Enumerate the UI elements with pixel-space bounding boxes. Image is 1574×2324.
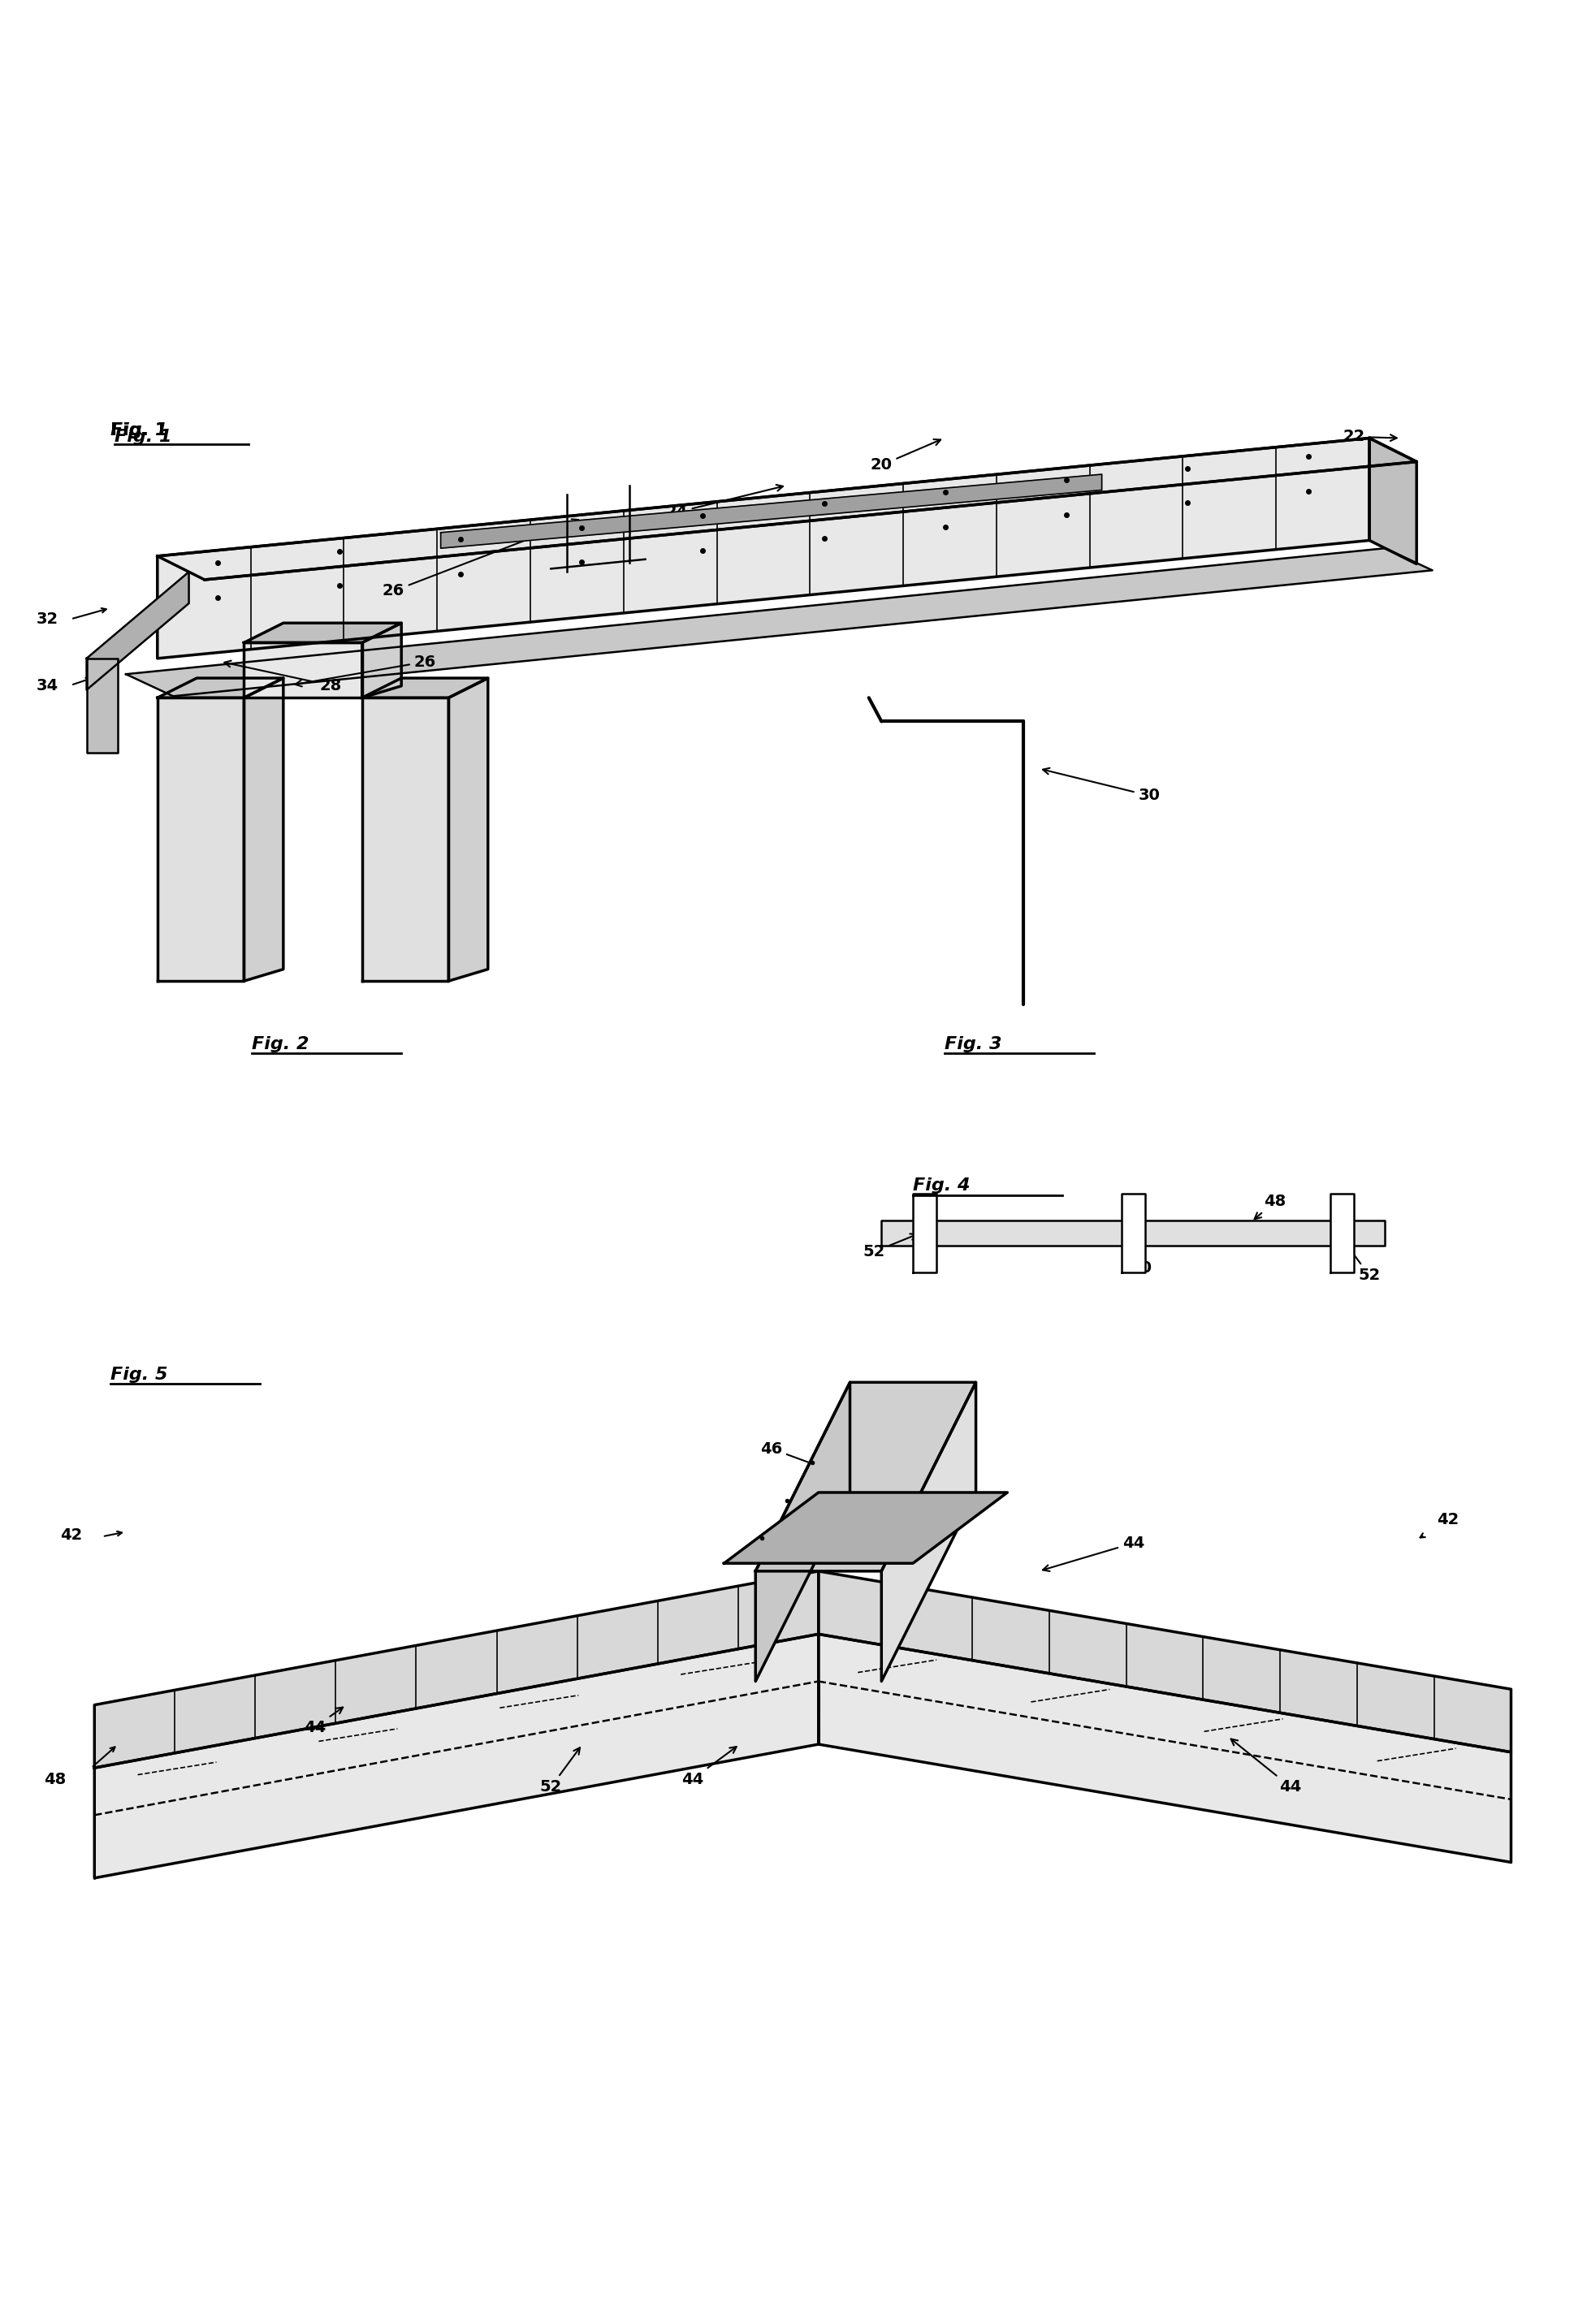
Text: 44: 44 (682, 1748, 737, 1787)
Text: 48: 48 (44, 1771, 66, 1787)
Polygon shape (157, 439, 1417, 579)
Text: 22: 22 (1343, 430, 1396, 444)
Polygon shape (126, 548, 1432, 697)
Polygon shape (913, 1195, 937, 1271)
Polygon shape (818, 1634, 1511, 1862)
Polygon shape (94, 1571, 818, 1769)
Polygon shape (362, 679, 488, 697)
Polygon shape (818, 1571, 1511, 1752)
Text: 26: 26 (382, 518, 579, 600)
Text: 24: 24 (666, 486, 782, 521)
Polygon shape (449, 679, 488, 981)
Polygon shape (362, 623, 401, 697)
Polygon shape (362, 697, 449, 981)
Text: 48: 48 (1254, 1195, 1286, 1220)
Polygon shape (244, 679, 283, 981)
Polygon shape (244, 623, 401, 644)
Text: Fig. 2: Fig. 2 (252, 1037, 309, 1053)
Polygon shape (244, 644, 362, 697)
Text: 28: 28 (225, 660, 342, 693)
Polygon shape (881, 1383, 976, 1680)
Polygon shape (87, 572, 189, 690)
Text: 34: 34 (36, 679, 58, 693)
Polygon shape (441, 474, 1102, 548)
Text: 46: 46 (760, 1441, 823, 1469)
Polygon shape (1369, 439, 1417, 565)
Text: 20: 20 (870, 439, 941, 472)
Text: Fig. 3: Fig. 3 (944, 1037, 1001, 1053)
Polygon shape (1330, 1195, 1354, 1271)
Text: 44: 44 (1231, 1738, 1302, 1794)
Text: 52: 52 (1341, 1236, 1380, 1283)
Polygon shape (881, 1220, 1385, 1246)
Text: 42: 42 (60, 1527, 82, 1543)
Polygon shape (157, 697, 244, 981)
Polygon shape (157, 679, 283, 697)
Polygon shape (94, 1634, 818, 1878)
Polygon shape (756, 1383, 850, 1680)
Text: 48: 48 (885, 1576, 924, 1608)
Text: 42: 42 (1437, 1513, 1459, 1527)
Polygon shape (724, 1492, 1007, 1564)
Polygon shape (87, 658, 118, 753)
Text: 26: 26 (296, 653, 436, 686)
Polygon shape (1121, 1195, 1144, 1271)
Polygon shape (157, 439, 1369, 658)
Text: Fig. 5: Fig. 5 (110, 1367, 167, 1383)
Text: 50: 50 (1130, 1236, 1152, 1276)
Text: Fig. 1: Fig. 1 (110, 423, 167, 439)
Text: 32: 32 (36, 611, 58, 627)
Polygon shape (756, 1383, 976, 1571)
Text: Fig. 1: Fig. 1 (115, 428, 172, 444)
Text: Fig. 4: Fig. 4 (913, 1178, 970, 1195)
Text: 44: 44 (1044, 1536, 1144, 1571)
Text: 30: 30 (1044, 767, 1160, 804)
Text: 52: 52 (863, 1234, 918, 1260)
Text: Fig. 1: Fig. 1 (110, 423, 167, 439)
Text: 40: 40 (870, 1457, 963, 1492)
Text: 44: 44 (304, 1708, 343, 1736)
Text: 52: 52 (540, 1748, 579, 1794)
